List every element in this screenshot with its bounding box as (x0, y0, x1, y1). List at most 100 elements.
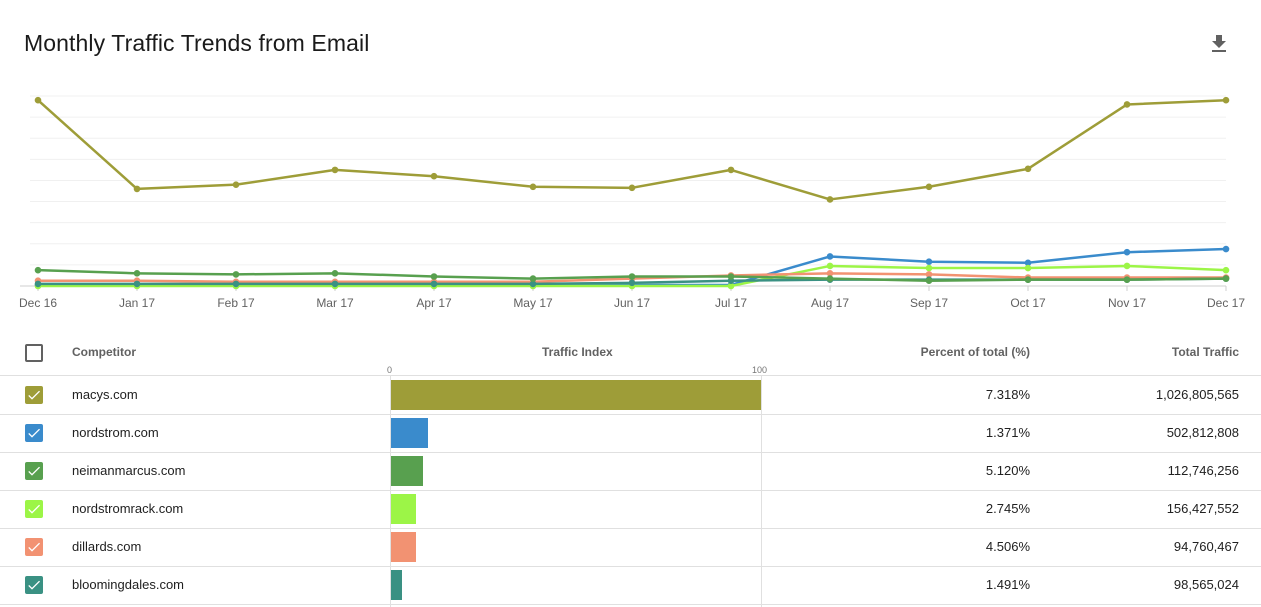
total-traffic: 112,746,256 (1167, 463, 1239, 478)
table-row: bloomingdales.com 1.491% 98,565,024 (0, 566, 1261, 605)
x-tick-label: May 17 (513, 296, 553, 310)
data-point (1222, 96, 1230, 104)
header-traffic-index[interactable]: Traffic Index (542, 345, 613, 359)
competitor-name: nordstrom.com (72, 425, 159, 440)
competitor-name: nordstromrack.com (72, 501, 184, 516)
check-icon (28, 466, 40, 476)
header-competitor[interactable]: Competitor (72, 345, 136, 359)
row-checkbox[interactable] (25, 386, 43, 404)
data-point (34, 280, 42, 288)
x-tick-label: Jul 17 (715, 296, 747, 310)
competitor-name: bloomingdales.com (72, 577, 185, 592)
data-point (232, 271, 240, 278)
data-point (1024, 259, 1032, 267)
data-point (727, 166, 735, 174)
traffic-index-bar (391, 494, 417, 524)
table-row: macys.com 7.318% 1,026,805,565 (0, 376, 1261, 415)
data-point (1222, 275, 1230, 282)
percent-of-total: 1.491% (985, 577, 1030, 592)
row-checkbox[interactable] (25, 500, 43, 518)
row-checkbox[interactable] (25, 462, 43, 480)
x-tick-label: Apr 17 (416, 296, 452, 310)
index-axis-right-line (761, 375, 762, 607)
percent-of-total: 2.745% (985, 501, 1030, 516)
percent-of-total: 5.120% (985, 463, 1030, 478)
data-point (826, 262, 834, 270)
table-row: neimanmarcus.com 5.120% 112,746,256 (0, 452, 1261, 491)
data-point (1123, 101, 1131, 108)
x-tick-label: Feb 17 (217, 296, 255, 310)
x-tick-label: Aug 17 (811, 296, 849, 310)
check-icon (28, 390, 40, 400)
competitor-name: macys.com (72, 387, 138, 402)
x-tick-label: Nov 17 (1108, 296, 1146, 310)
header-total-traffic[interactable]: Total Traffic (1171, 345, 1239, 359)
data-point (133, 185, 141, 193)
table-row: nordstrom.com 1.371% 502,812,808 (0, 414, 1261, 453)
check-icon (28, 580, 40, 590)
data-point (331, 270, 339, 277)
data-point (826, 270, 834, 277)
total-traffic: 502,812,808 (1166, 425, 1239, 440)
data-point (331, 280, 339, 288)
data-point (1123, 276, 1131, 283)
data-point (826, 253, 834, 260)
check-icon (28, 428, 40, 438)
data-point (628, 279, 636, 287)
data-point (727, 282, 735, 290)
data-point (430, 172, 438, 180)
x-tick-label: Jun 17 (614, 296, 650, 310)
data-point (1024, 276, 1032, 283)
percent-of-total: 4.506% (985, 539, 1030, 554)
data-point (1222, 245, 1230, 253)
header-percent[interactable]: Percent of total (%) (920, 345, 1030, 359)
x-tick-label: Dec 17 (1207, 296, 1245, 310)
data-point (1024, 165, 1032, 173)
x-tick-label: Sep 17 (910, 296, 948, 310)
select-all-checkbox[interactable] (25, 344, 43, 362)
traffic-index-bar (391, 532, 417, 562)
index-axis-max: 100 (752, 365, 768, 375)
row-checkbox[interactable] (25, 538, 43, 556)
data-point (34, 96, 42, 104)
check-icon (28, 504, 40, 514)
data-point (529, 275, 537, 282)
data-point (628, 184, 636, 192)
data-point (1123, 262, 1131, 270)
data-point (529, 280, 537, 288)
traffic-index-bar (391, 456, 423, 486)
data-point (727, 273, 735, 280)
data-point (133, 280, 141, 288)
data-point (430, 280, 438, 288)
table-row: dillards.com 4.506% 94,760,467 (0, 528, 1261, 567)
table-row: nordstromrack.com 2.745% 156,427,552 (0, 490, 1261, 529)
data-point (925, 258, 933, 266)
check-icon (28, 542, 40, 552)
data-point (232, 181, 240, 188)
percent-of-total: 7.318% (985, 387, 1030, 402)
x-tick-label: Mar 17 (316, 296, 354, 310)
data-point (826, 196, 834, 203)
data-point (34, 266, 42, 274)
total-traffic: 98,565,024 (1173, 577, 1239, 592)
index-axis-left-line (390, 375, 391, 607)
row-checkbox[interactable] (25, 424, 43, 442)
data-point (1222, 266, 1230, 274)
data-point (331, 166, 339, 174)
x-tick-label: Oct 17 (1010, 296, 1046, 310)
page-title: Monthly Traffic Trends from Email (24, 30, 370, 56)
data-point (628, 273, 636, 280)
download-icon[interactable] (1207, 32, 1231, 56)
table-header: Competitor Traffic Index Percent of tota… (0, 333, 1261, 376)
competitor-name: neimanmarcus.com (72, 463, 186, 478)
row-checkbox[interactable] (25, 576, 43, 594)
data-point (925, 183, 933, 191)
data-point (826, 275, 834, 282)
x-tick-label: Dec 16 (19, 296, 57, 310)
total-traffic: 1,026,805,565 (1155, 387, 1239, 402)
index-axis-min: 0 (387, 365, 393, 375)
traffic-index-bar (391, 418, 428, 448)
data-point (232, 280, 240, 288)
data-point (925, 271, 933, 278)
traffic-line-chart: Dec 16 Jan 17 Feb 17 Mar 17 Apr 17 May 17 Jun … (19, 95, 1245, 310)
